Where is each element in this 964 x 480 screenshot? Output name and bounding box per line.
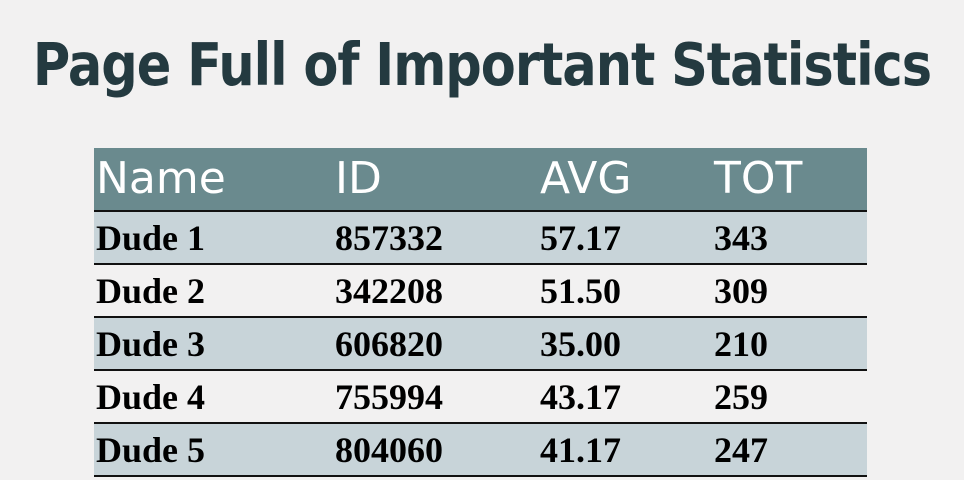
cell-name: Dude 2 (94, 264, 333, 318)
table-row: Dude 2 342208 51.50 309 (94, 264, 867, 318)
cell-name: Dude 3 (94, 317, 333, 371)
cell-tot: 343 (712, 211, 867, 265)
cell-tot: 210 (712, 317, 867, 371)
table-row: Dude 5 804060 41.17 247 (94, 423, 867, 477)
table-header-row: Name ID AVG TOT (94, 148, 867, 212)
cell-name: Dude 4 (94, 370, 333, 424)
cell-avg: 57.17 (538, 211, 712, 265)
table-row: Dude 3 606820 35.00 210 (94, 317, 867, 371)
column-header-avg: AVG (538, 148, 712, 212)
cell-id: 857332 (333, 211, 538, 265)
cell-avg: 43.17 (538, 370, 712, 424)
table-row: Dude 4 755994 43.17 259 (94, 370, 867, 424)
cell-id: 804060 (333, 423, 538, 477)
column-header-tot: TOT (712, 148, 867, 212)
cell-id: 342208 (333, 264, 538, 318)
cell-tot: 259 (712, 370, 867, 424)
cell-avg: 41.17 (538, 423, 712, 477)
column-header-id: ID (333, 148, 538, 212)
cell-avg: 35.00 (538, 317, 712, 371)
cell-id: 606820 (333, 317, 538, 371)
cell-tot: 309 (712, 264, 867, 318)
cell-name: Dude 1 (94, 211, 333, 265)
cell-name: Dude 5 (94, 423, 333, 477)
table-row: Dude 1 857332 57.17 343 (94, 211, 867, 265)
page-title: Page Full of Important Statistics (32, 30, 932, 100)
cell-avg: 51.50 (538, 264, 712, 318)
cell-tot: 247 (712, 423, 867, 477)
statistics-table: Name ID AVG TOT Dude 1 857332 57.17 343 … (94, 148, 867, 477)
column-header-name: Name (94, 148, 333, 212)
cell-id: 755994 (333, 370, 538, 424)
